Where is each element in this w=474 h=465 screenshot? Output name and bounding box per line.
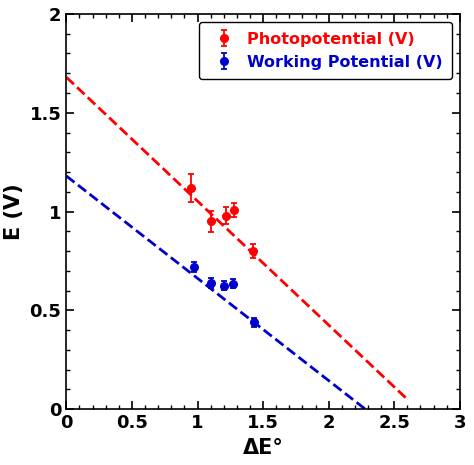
X-axis label: ΔE°: ΔE° xyxy=(243,438,283,458)
Y-axis label: E (V): E (V) xyxy=(4,183,24,240)
Legend: Photopotential (V), Working Potential (V): Photopotential (V), Working Potential (V… xyxy=(199,22,452,79)
